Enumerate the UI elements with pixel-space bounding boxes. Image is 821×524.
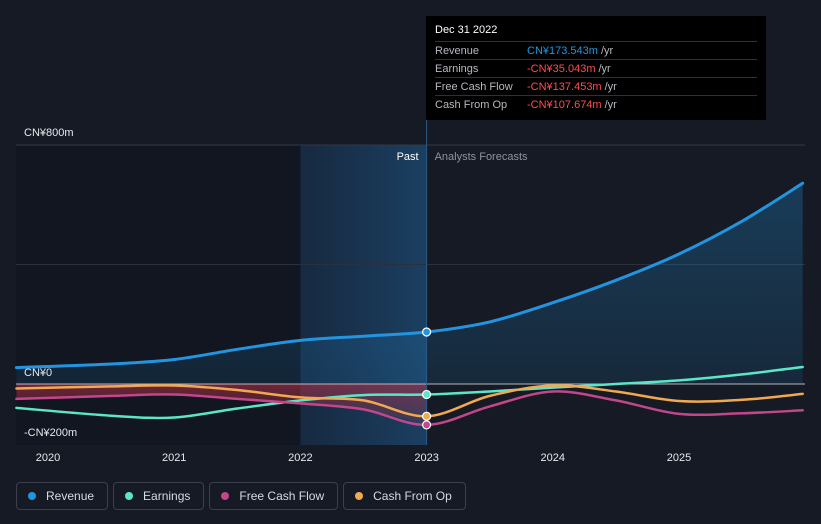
tooltip-label: Revenue	[435, 44, 480, 57]
legend-dot-icon	[125, 492, 134, 500]
x-tick-label: 2020	[36, 452, 60, 464]
tooltip-value: -CN¥137.453m	[527, 80, 602, 93]
legend-item-revenue[interactable]: Revenue	[16, 482, 109, 510]
x-tick-label: 2023	[414, 452, 438, 464]
x-tick-label: 2022	[288, 452, 312, 464]
revenue-area	[16, 183, 803, 384]
legend-dot-icon	[221, 492, 230, 500]
legend-label: Cash From Op	[373, 489, 452, 503]
tooltip-date: Dec 31 2022	[435, 24, 498, 36]
legend-label: Free Cash Flow	[239, 489, 325, 503]
y-tick-label: -CN¥200m	[24, 427, 77, 439]
tooltip-unit: /yr	[604, 98, 617, 111]
tooltip-label: Cash From Op	[435, 98, 508, 111]
past-label: Past	[397, 151, 419, 163]
tooltip-row-revenue: Revenue CN¥173.543m /yr	[435, 41, 757, 59]
tooltip-row-earnings: Earnings -CN¥35.043m /yr	[435, 59, 757, 77]
forecast-label: Analysts Forecasts	[435, 151, 528, 163]
earnings-marker	[422, 389, 432, 400]
tooltip-value: -CN¥107.674m	[527, 98, 602, 111]
tooltip-label: Earnings	[435, 62, 479, 75]
tooltip-value: -CN¥35.043m	[527, 62, 596, 75]
legend-item-cash-from-op[interactable]: Cash From Op	[343, 482, 466, 510]
tooltip-label: Free Cash Flow	[435, 80, 513, 93]
tooltip-value: CN¥173.543m	[527, 44, 598, 57]
y-tick-label: CN¥800m	[24, 127, 74, 139]
free-cash-flow-marker	[422, 420, 432, 430]
revenue-marker	[422, 327, 432, 337]
negative-area	[16, 384, 427, 425]
x-tick-label: 2024	[541, 452, 565, 464]
legend-label: Earnings	[143, 489, 191, 503]
tooltip-row-free-cash-flow: Free Cash Flow -CN¥137.453m /yr	[435, 77, 757, 95]
chart-legend: Revenue Earnings Free Cash Flow Cash Fro…	[16, 482, 466, 510]
y-tick-label: CN¥0	[24, 367, 52, 379]
x-tick-label: 2021	[162, 452, 186, 464]
tooltip-unit: /yr	[598, 62, 611, 75]
legend-label: Revenue	[46, 489, 95, 503]
legend-dot-icon	[28, 492, 36, 500]
legend-item-earnings[interactable]: Earnings	[113, 482, 205, 510]
legend-item-free-cash-flow[interactable]: Free Cash Flow	[209, 482, 339, 510]
tooltip-row-cash-from-op: Cash From Op -CN¥107.674m /yr	[435, 95, 757, 113]
tooltip-unit: /yr	[600, 44, 614, 57]
legend-dot-icon	[355, 492, 364, 500]
cash-from-op-marker	[422, 411, 432, 421]
tooltip-unit: /yr	[604, 80, 617, 93]
x-tick-label: 2025	[667, 452, 691, 464]
data-tooltip: Dec 31 2022 Revenue CN¥173.543m /yr Earn…	[426, 16, 766, 120]
